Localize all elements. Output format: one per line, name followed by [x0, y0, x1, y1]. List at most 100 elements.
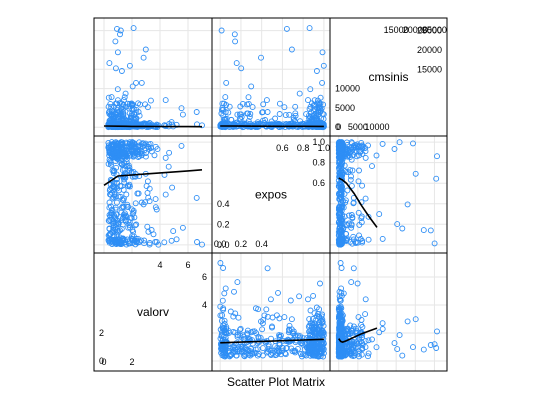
- data-point: [299, 341, 306, 348]
- data-point: [142, 101, 149, 108]
- data-point: [105, 94, 112, 101]
- data-point: [121, 210, 128, 217]
- data-point: [276, 333, 283, 340]
- data-point: [154, 146, 161, 153]
- data-point: [244, 346, 250, 353]
- data-point: [126, 221, 133, 228]
- data-point: [352, 350, 359, 357]
- data-point: [283, 25, 290, 32]
- data-point: [292, 112, 299, 119]
- diag-tick-label: 0.0: [217, 240, 230, 250]
- data-point: [117, 145, 124, 152]
- data-point: [129, 146, 136, 153]
- data-point: [272, 115, 279, 122]
- data-point: [132, 200, 139, 207]
- data-point: [318, 340, 324, 347]
- data-point: [129, 139, 136, 146]
- data-point: [427, 342, 434, 348]
- data-point: [111, 190, 118, 197]
- diag-tick-label: 20000: [403, 25, 428, 35]
- data-point: [225, 109, 232, 116]
- data-point: [145, 144, 152, 151]
- data-point: [362, 344, 369, 351]
- data-point: [336, 296, 343, 303]
- smoother-line: [338, 327, 378, 343]
- data-point: [337, 234, 344, 241]
- data-point: [344, 235, 351, 242]
- data-point: [313, 68, 320, 74]
- data-point: [339, 233, 346, 239]
- data-point: [130, 209, 137, 216]
- data-point: [126, 100, 133, 107]
- data-point: [219, 297, 226, 304]
- data-point: [220, 306, 227, 313]
- diag-tick-label: 25000: [422, 25, 447, 35]
- data-point: [234, 111, 241, 118]
- data-point: [315, 313, 322, 320]
- data-point: [136, 139, 143, 146]
- data-point: [239, 100, 246, 107]
- data-point: [115, 115, 122, 122]
- data-point: [434, 153, 440, 160]
- data-point: [311, 310, 318, 317]
- data-point: [337, 343, 344, 350]
- diag-tick-label: 0.0: [214, 239, 227, 249]
- data-point: [255, 351, 262, 357]
- data-point: [166, 149, 173, 156]
- data-point: [118, 142, 125, 148]
- data-point: [348, 224, 355, 231]
- data-point: [369, 336, 375, 343]
- data-point: [394, 221, 401, 228]
- data-point: [396, 332, 403, 339]
- data-point: [305, 97, 311, 104]
- data-point: [354, 280, 361, 287]
- data-point: [233, 340, 240, 347]
- data-point: [117, 193, 124, 200]
- data-point: [118, 236, 125, 243]
- data-point: [420, 227, 427, 234]
- data-point: [140, 54, 147, 61]
- data-point: [133, 239, 140, 245]
- diag-tick-label: 2: [99, 328, 104, 338]
- data-point: [348, 212, 355, 218]
- diag-tick-label: 5000: [348, 122, 368, 132]
- data-point: [234, 279, 241, 286]
- data-point: [344, 326, 351, 333]
- data-point: [306, 316, 313, 323]
- data-point: [336, 304, 342, 311]
- data-point: [140, 140, 146, 147]
- data-point: [358, 219, 365, 226]
- data-point: [339, 352, 346, 359]
- data-point: [396, 139, 403, 146]
- data-point: [376, 329, 383, 336]
- data-point: [239, 332, 246, 339]
- data-point: [311, 320, 318, 327]
- data-point: [142, 46, 149, 53]
- frame-layer: [93, 17, 448, 372]
- diag-tick-label: 0.8: [312, 158, 325, 168]
- data-point: [433, 345, 440, 351]
- data-point: [218, 110, 225, 117]
- data-point: [339, 240, 346, 247]
- data-point: [132, 237, 138, 244]
- data-point: [123, 203, 130, 210]
- data-point: [135, 100, 142, 107]
- data-point: [262, 339, 269, 346]
- data-point: [310, 292, 317, 299]
- data-point: [227, 308, 234, 315]
- smoother-layer: [103, 125, 378, 344]
- data-point: [107, 158, 114, 165]
- data-point: [410, 344, 416, 351]
- data-point: [379, 140, 386, 147]
- data-point: [344, 150, 350, 157]
- data-point: [365, 337, 372, 344]
- data-point: [152, 196, 159, 203]
- data-point: [365, 236, 372, 243]
- data-point: [247, 111, 254, 117]
- data-point: [108, 94, 115, 101]
- data-point: [226, 103, 233, 110]
- data-point: [282, 112, 289, 119]
- data-point: [349, 167, 356, 174]
- data-point: [152, 239, 159, 245]
- data-point: [106, 152, 113, 159]
